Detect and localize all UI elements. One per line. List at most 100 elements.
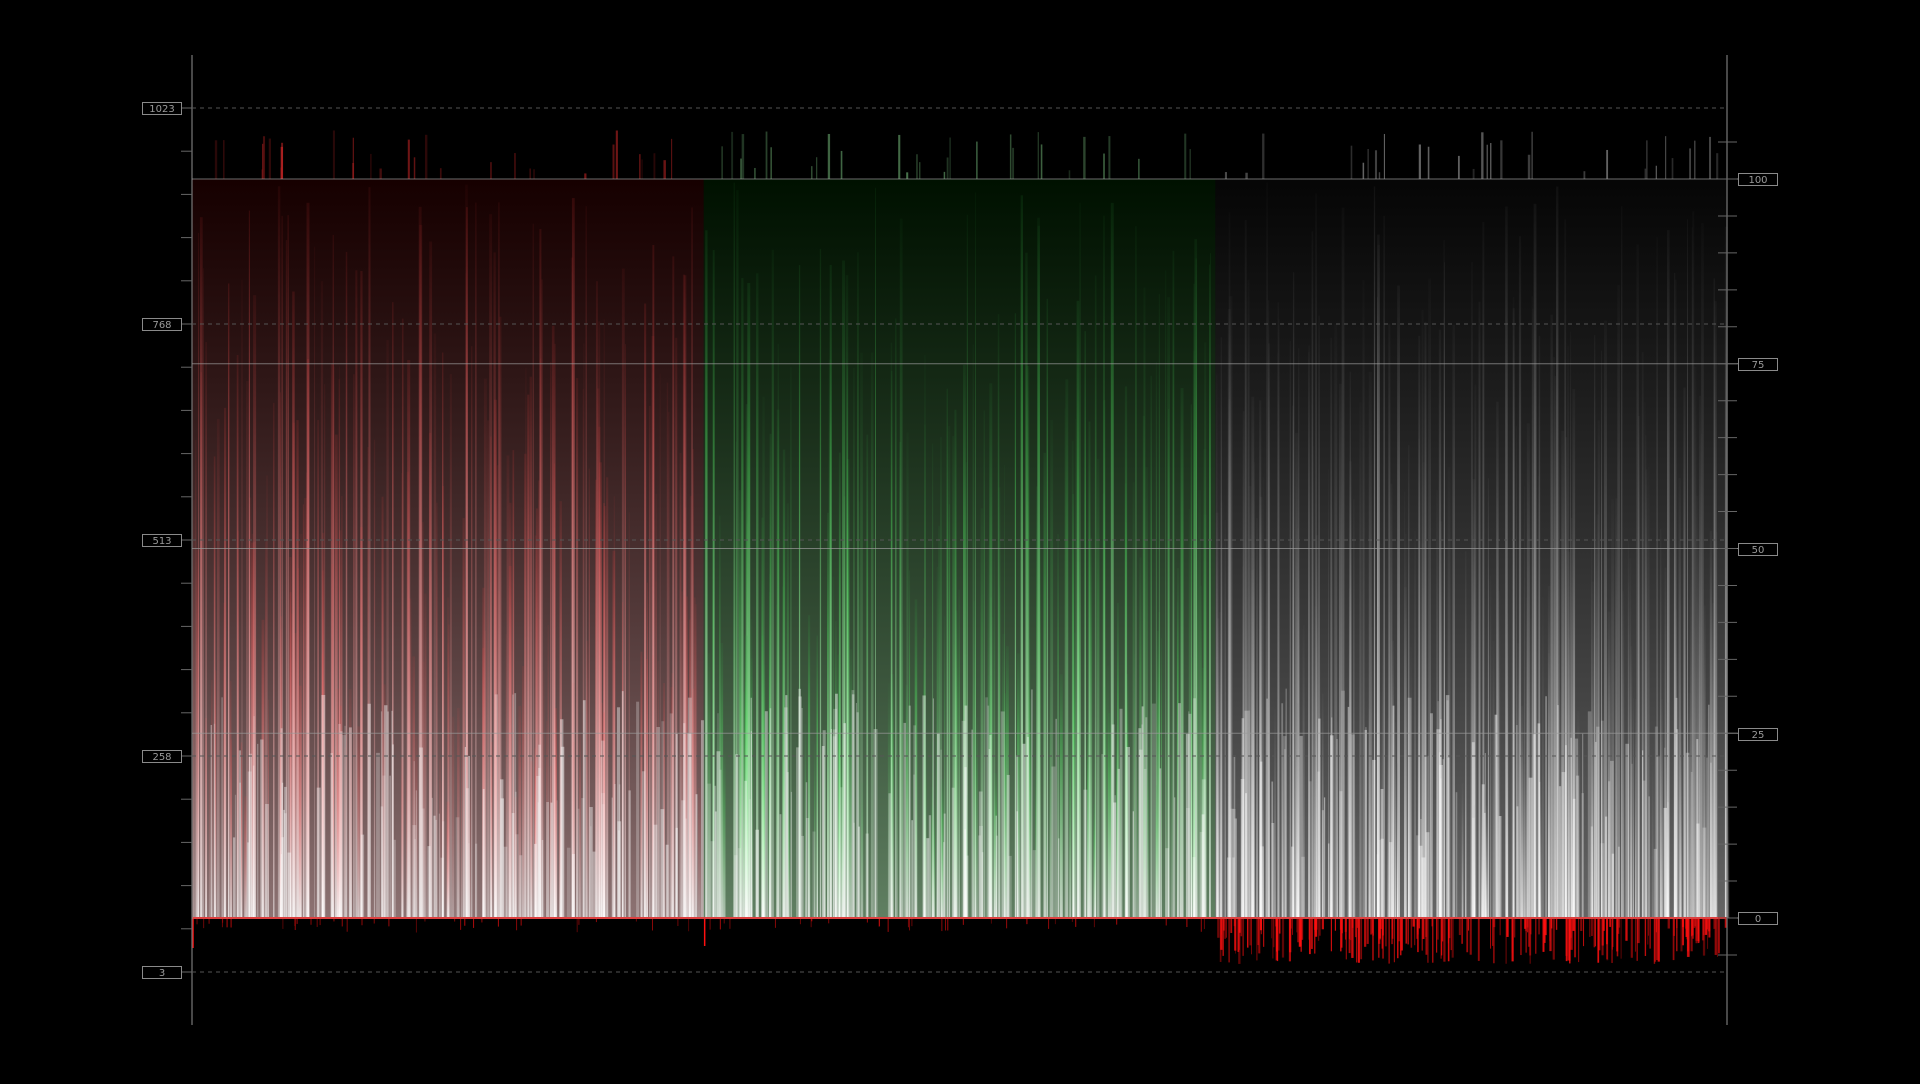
clip-mark bbox=[1520, 918, 1522, 956]
trace-highlight bbox=[391, 710, 393, 918]
trace-streak bbox=[1143, 287, 1146, 918]
trace-highlight bbox=[988, 749, 991, 918]
trace-streak bbox=[1471, 262, 1473, 918]
trace-peak bbox=[1671, 158, 1674, 179]
trace-highlight bbox=[348, 727, 352, 918]
trace-highlight bbox=[653, 824, 658, 918]
trace-streak bbox=[1388, 323, 1391, 919]
trace-highlight bbox=[614, 783, 616, 918]
trace-streak bbox=[1693, 366, 1697, 918]
trace-streak bbox=[621, 268, 625, 918]
clip-mark bbox=[1382, 918, 1384, 959]
trace-highlight bbox=[790, 791, 793, 918]
trace-highlight bbox=[1341, 690, 1345, 918]
clip-mark bbox=[1186, 918, 1188, 928]
trace-streak bbox=[1132, 482, 1135, 918]
trace-streak bbox=[1436, 490, 1438, 918]
trace-highlight bbox=[940, 749, 942, 918]
trace-highlight bbox=[1380, 838, 1384, 918]
clip-mark bbox=[203, 918, 205, 929]
trace-streak bbox=[1452, 324, 1455, 919]
trace-highlight bbox=[717, 713, 719, 918]
trace-streak bbox=[292, 291, 295, 918]
trace-streak bbox=[733, 182, 735, 919]
clip-mark bbox=[1223, 918, 1225, 931]
trace-highlight bbox=[1301, 856, 1305, 918]
trace-streak bbox=[266, 475, 268, 918]
trace-highlight bbox=[1283, 736, 1287, 918]
clip-mark bbox=[1535, 918, 1537, 954]
clip-mark bbox=[282, 918, 284, 929]
trace-streak bbox=[449, 374, 452, 919]
trace-streak bbox=[786, 503, 789, 918]
clip-mark bbox=[1238, 918, 1241, 964]
trace-streak bbox=[447, 624, 450, 918]
trace-streak bbox=[345, 251, 348, 918]
trace-streak bbox=[582, 388, 584, 919]
trace-streak bbox=[807, 615, 811, 918]
trace-highlight bbox=[1165, 848, 1169, 918]
trace-streak bbox=[1354, 760, 1356, 918]
clip-mark bbox=[1656, 918, 1659, 960]
trace-highlight bbox=[932, 698, 934, 918]
trace-streak bbox=[972, 688, 975, 918]
trace-streak bbox=[1277, 353, 1279, 918]
trace-highlight bbox=[1331, 717, 1333, 918]
trace-streak bbox=[514, 796, 517, 918]
trace-streak bbox=[613, 496, 615, 918]
trace-highlight bbox=[1376, 854, 1379, 918]
trace-highlight bbox=[438, 813, 440, 918]
trace-streak bbox=[1596, 514, 1599, 918]
trace-streak bbox=[451, 716, 455, 918]
trace-peak bbox=[1531, 131, 1533, 179]
trace-streak bbox=[381, 496, 384, 918]
trace-streak bbox=[248, 497, 252, 918]
trace-streak bbox=[651, 654, 654, 918]
trace-highlight bbox=[1193, 698, 1197, 918]
trace-streak bbox=[571, 682, 575, 918]
trace-streak bbox=[782, 449, 786, 918]
trace-streak bbox=[1706, 708, 1709, 918]
clip-mark bbox=[1544, 918, 1547, 936]
clip-mark bbox=[294, 918, 296, 927]
clip-mark bbox=[1603, 918, 1605, 931]
clip-mark bbox=[361, 918, 363, 926]
trace-highlight bbox=[961, 720, 966, 918]
trace-streak bbox=[1050, 420, 1054, 918]
trace-highlight bbox=[1424, 755, 1429, 918]
trace-streak bbox=[1497, 590, 1501, 918]
clip-mark bbox=[1589, 918, 1591, 937]
clip-mark bbox=[887, 918, 889, 932]
clip-mark bbox=[1410, 918, 1413, 948]
trace-highlight bbox=[1696, 739, 1699, 918]
trace-highlight bbox=[340, 731, 343, 918]
trace-peak bbox=[1378, 172, 1381, 179]
trace-streak bbox=[281, 215, 284, 919]
trace-streak bbox=[1016, 653, 1020, 918]
trace-streak bbox=[1139, 557, 1142, 918]
trace-highlight bbox=[1271, 822, 1275, 918]
trace-highlight bbox=[1151, 703, 1156, 918]
trace-peak bbox=[370, 153, 372, 179]
trace-streak bbox=[1542, 597, 1544, 918]
clip-mark bbox=[1549, 918, 1552, 952]
trace-streak bbox=[621, 602, 624, 918]
trace-streak bbox=[932, 805, 935, 918]
trace-highlight bbox=[1446, 700, 1449, 918]
trace-streak bbox=[693, 597, 696, 918]
trace-streak bbox=[1110, 202, 1114, 918]
trace-streak bbox=[670, 687, 674, 918]
trace-peak bbox=[1481, 132, 1484, 179]
clip-mark bbox=[1217, 918, 1220, 938]
trace-streak bbox=[230, 739, 232, 918]
trace-highlight bbox=[387, 711, 389, 918]
clip-mark bbox=[1360, 918, 1363, 960]
trace-streak bbox=[223, 602, 226, 918]
trace-streak bbox=[946, 388, 948, 919]
trace-streak bbox=[1332, 509, 1333, 918]
trace-streak bbox=[1621, 206, 1623, 918]
trace-highlight bbox=[1159, 768, 1162, 918]
trace-streak bbox=[465, 184, 468, 919]
trace-streak bbox=[603, 319, 605, 918]
clip-mark bbox=[1681, 918, 1685, 928]
